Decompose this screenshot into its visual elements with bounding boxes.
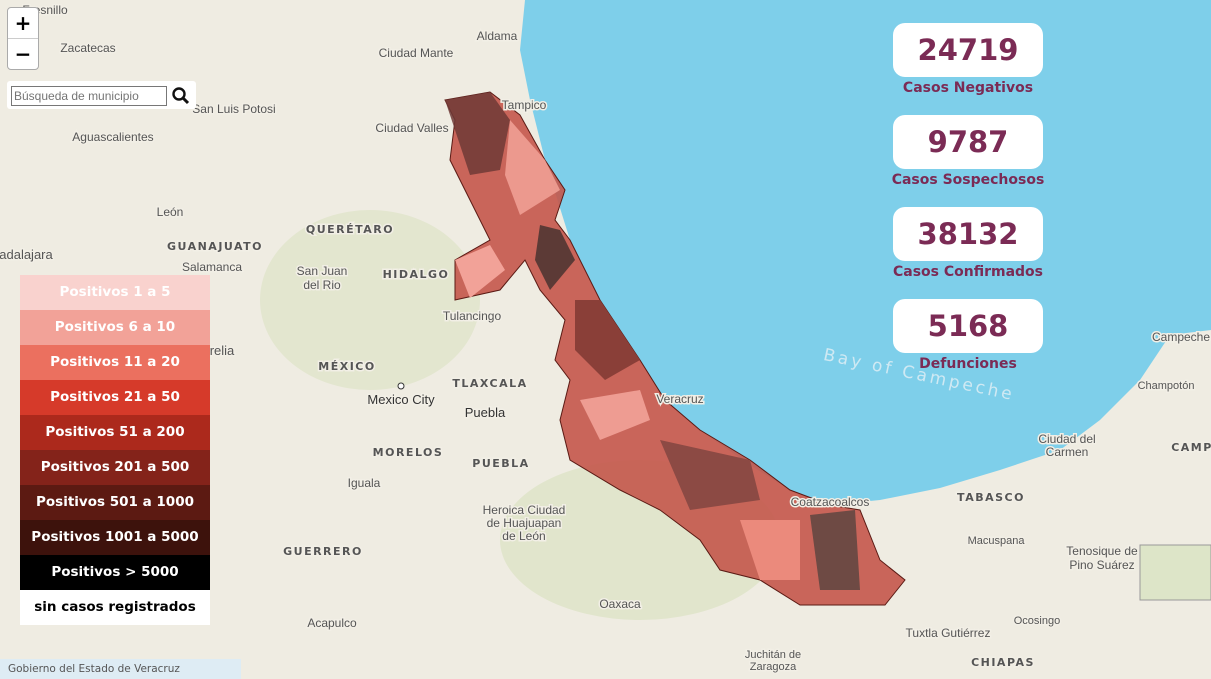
place-label: de León [502,529,545,543]
state-label: GUANAJUATO [167,240,263,253]
state-label: TLAXCALA [452,377,527,390]
stat-value: 38132 [893,207,1043,261]
place-label: Juchitán de [745,649,801,661]
capital-marker [397,382,405,390]
place-label: Ocosingo [1014,615,1060,627]
state-label: MÉXICO [318,360,375,373]
state-label: CHIAPAS [971,656,1035,669]
place-label: Tuxtla Gutiérrez [906,626,991,640]
place-label: Champotón [1138,380,1195,392]
place-label: Tampico [502,98,547,112]
attribution: Gobierno del Estado de Veracruz [0,659,241,679]
place-label: Heroica Ciudad [483,503,566,517]
municipality [810,510,860,590]
place-label: Zaragoza [750,661,797,673]
terrain [260,210,480,390]
place-label: Tenosique de [1066,544,1138,558]
place-label: Oaxaca [599,597,641,611]
place-label: Coatzacoalcos [791,495,870,509]
municipality [660,440,760,510]
region [1139,544,1211,601]
state-label: GUERRERO [283,545,363,558]
place-label: Veracruz [656,392,703,406]
place-label: San Luis Potosi [192,102,275,116]
search-box [7,81,196,109]
stat-card: 24719 Casos Negativos [893,23,1043,96]
place-label: San Juan [297,264,348,278]
stat-label: Defunciones [919,356,1017,372]
legend-item: Positivos 21 a 50 [20,380,210,415]
municipality [740,520,800,580]
place-label: Tulancingo [443,309,502,323]
stat-value: 24719 [893,23,1043,77]
zoom-control: + − [7,7,39,70]
legend-item: Positivos 201 a 500 [20,450,210,485]
place-label: Salamanca [182,260,242,274]
stat-card: 5168 Defunciones [893,299,1043,372]
state-label: QUERÉTARO [306,223,394,236]
place-label: Puebla [465,405,506,420]
place-label: Aldama [477,29,518,43]
place-label: Ciudad Mante [379,46,454,60]
stat-label: Casos Confirmados [892,264,1044,280]
place-label: de Huajuapan [487,516,562,530]
place-label: Aguascalientes [72,130,153,144]
municipality [575,300,640,380]
legend-item: sin casos registrados [20,590,210,625]
municipality [535,225,575,290]
place-label: relia [210,343,235,358]
state-label: HIDALGO [383,268,450,281]
place-label: Iguala [348,476,381,490]
place-label: Ciudad Valles [375,121,448,135]
legend-item: Positivos 501 a 1000 [20,485,210,520]
state-label: MORELOS [373,446,444,459]
search-button[interactable] [171,86,191,106]
legend-item: Positivos > 5000 [20,555,210,590]
search-input[interactable] [11,86,167,106]
place-label: Acapulco [307,616,357,630]
place-label: del Rio [303,278,341,292]
legend-item: Positivos 1001 a 5000 [20,520,210,555]
stat-card: 38132 Casos Confirmados [893,207,1043,280]
municipality [445,92,510,175]
legend-item: Positivos 6 a 10 [20,310,210,345]
place-label: León [157,205,184,219]
legend-item: Positivos 1 a 5 [20,275,210,310]
place-label: Zacatecas [60,41,115,55]
stat-card: 9787 Casos Sospechosos [892,115,1044,188]
stat-label: Casos Negativos [902,80,1034,96]
place-label: Carmen [1046,445,1089,459]
zoom-out[interactable]: − [14,42,32,66]
stat-value: 9787 [893,115,1043,169]
place-label: Ciudad del [1038,432,1095,446]
municipality [505,120,560,215]
state-label: CAMP [1171,441,1211,454]
place-label: adalajara [0,247,54,262]
municipality [455,245,505,298]
stat-value: 5168 [893,299,1043,353]
place-label: Campeche [1152,330,1210,344]
legend-item: Positivos 51 a 200 [20,415,210,450]
legend-item: Positivos 11 a 20 [20,345,210,380]
state-label: PUEBLA [472,457,529,470]
legend: Positivos 1 a 5 Positivos 6 a 10 Positivos… [20,275,210,625]
place-label: Macuspana [968,535,1026,547]
place-label: Pino Suárez [1069,558,1134,572]
state-label: TABASCO [957,491,1025,504]
stat-label: Casos Sospechosos [891,172,1045,188]
municipality [580,390,650,440]
zoom-in[interactable]: + [8,8,38,39]
place-label: Mexico City [367,392,435,407]
